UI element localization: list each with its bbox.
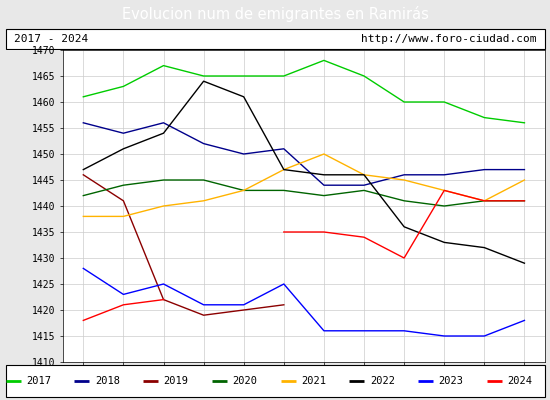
Text: 2017 - 2024: 2017 - 2024 (14, 34, 88, 44)
FancyBboxPatch shape (6, 365, 544, 397)
Text: 2022: 2022 (370, 376, 395, 386)
Text: 2023: 2023 (439, 376, 464, 386)
Text: 2020: 2020 (233, 376, 257, 386)
FancyBboxPatch shape (6, 29, 544, 49)
Text: http://www.foro-ciudad.com: http://www.foro-ciudad.com (361, 34, 536, 44)
Text: 2017: 2017 (26, 376, 51, 386)
Text: 2019: 2019 (164, 376, 189, 386)
Text: 2024: 2024 (507, 376, 532, 386)
Text: 2021: 2021 (301, 376, 326, 386)
Text: Evolucion num de emigrantes en Ramirás: Evolucion num de emigrantes en Ramirás (122, 6, 428, 22)
Text: 2018: 2018 (95, 376, 120, 386)
